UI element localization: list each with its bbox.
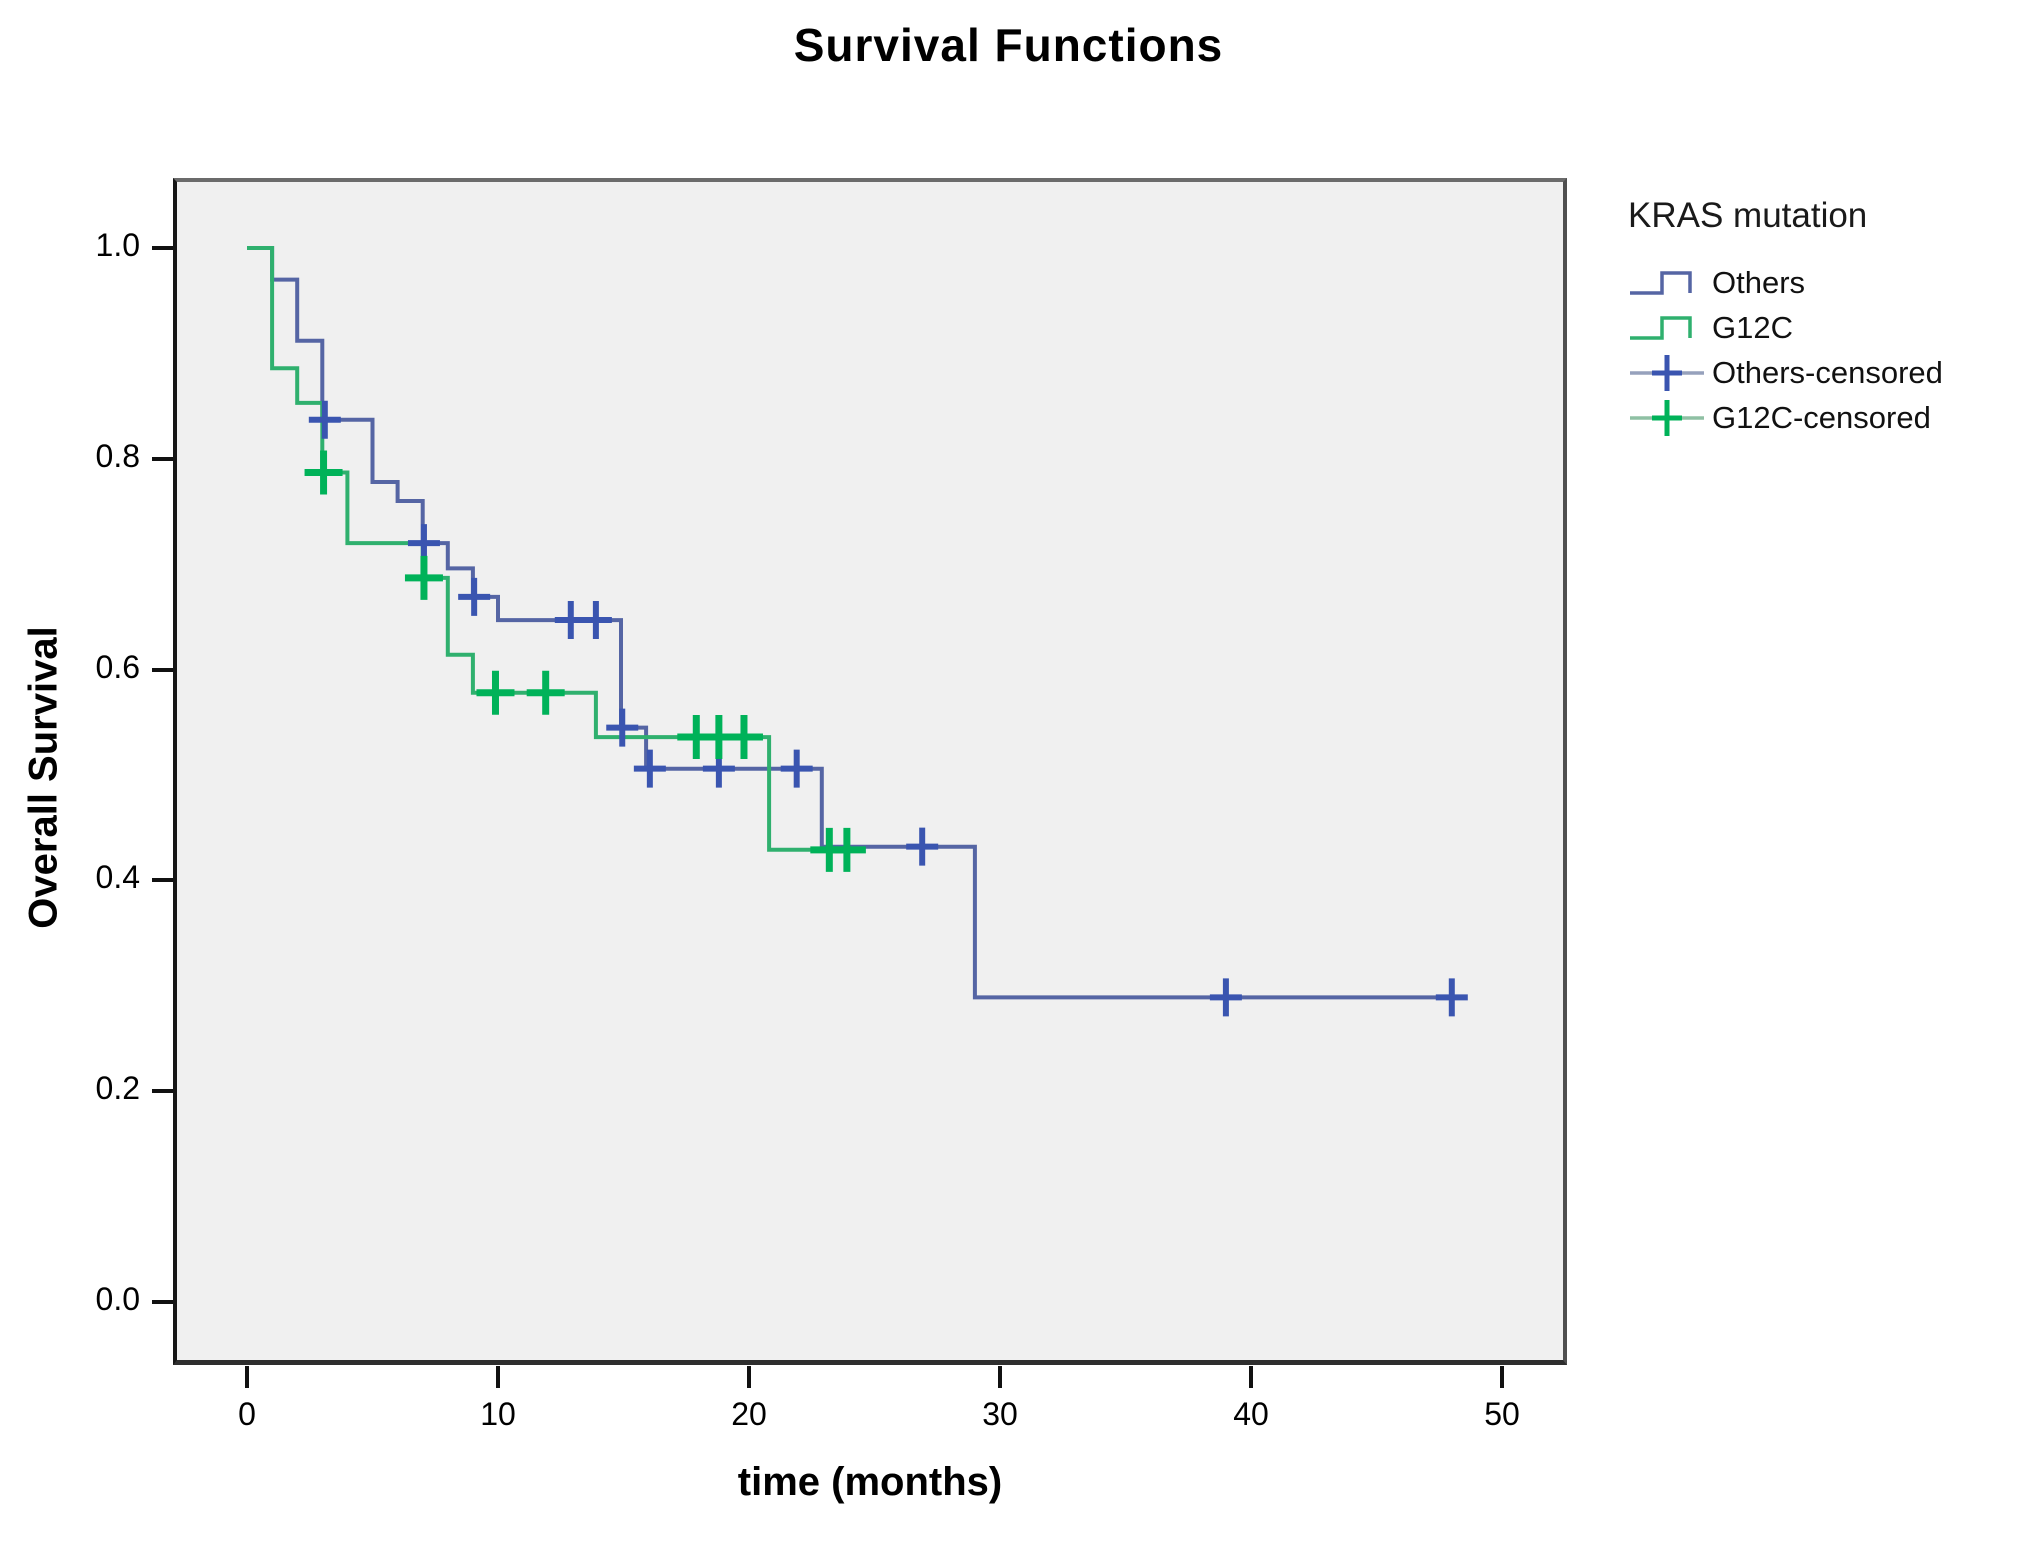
step-line-icon: [1630, 270, 1692, 295]
legend-entry-others: Others: [1628, 260, 2008, 305]
g12c-censor-mark: [526, 670, 565, 715]
others-censor-mark: [780, 749, 813, 788]
y-tick-mark: [152, 246, 173, 250]
others-survival-curve: [247, 246, 1457, 1000]
y-tick-mark: [152, 456, 173, 461]
x-tick-mark: [245, 1366, 249, 1388]
y-tick-label: 1.0: [95, 227, 140, 263]
y-tick-mark: [152, 878, 173, 883]
g12c-censor-mark: [304, 450, 343, 495]
others-censor-mark: [308, 400, 341, 439]
legend-title: KRAS mutation: [1628, 196, 1868, 235]
legend-entry-label: G12C: [1712, 309, 1793, 345]
legend-entry-label: Others-censored: [1712, 354, 1943, 390]
g12c-survival-curve: [247, 246, 857, 852]
x-tick-mark: [496, 1366, 500, 1388]
legend-entry-g12c-censored: G12C-censored: [1628, 395, 2008, 440]
y-tick-mark: [152, 667, 173, 672]
y-tick-label: 0.6: [95, 648, 140, 685]
others-censor-mark: [1435, 978, 1468, 1017]
others-censor-mark: [906, 827, 939, 866]
x-tick-label: 10: [480, 1396, 516, 1432]
others-censor-mark: [1209, 978, 1242, 1017]
g12c-censor-mark: [827, 827, 866, 872]
x-tick-label: 20: [731, 1396, 767, 1432]
y-tick-mark: [152, 1089, 173, 1094]
others-censor-mark: [579, 601, 612, 640]
others-censor-mark: [633, 749, 666, 788]
legend-entries: Others G12C Others-censored G12C-censored: [1628, 260, 2008, 440]
x-tick-label: 30: [982, 1396, 1018, 1432]
legend-entry-label: G12C-censored: [1712, 399, 1931, 435]
g12c-censor-mark: [404, 555, 443, 600]
x-axis-label: time (months): [737, 1460, 1003, 1504]
others-censor-mark: [407, 524, 440, 563]
y-tick-label: 0.8: [95, 437, 140, 474]
legend-entry-others-censored: Others-censored: [1628, 350, 2008, 395]
x-tick-label: 50: [1484, 1396, 1520, 1432]
g12c-censor-mark: [476, 670, 515, 715]
x-tick-label: 0: [238, 1396, 256, 1432]
censor-plus-icon: [1630, 354, 1704, 391]
chart-title: Survival Functions: [793, 19, 1224, 71]
y-tick-label: 0.2: [95, 1070, 140, 1107]
legend: KRAS mutation Others G12C Others-censored G…: [1628, 196, 2008, 440]
y-tick-mark: [152, 1300, 173, 1304]
legend-entry-label: Others: [1712, 264, 1806, 300]
step-line-icon: [1630, 315, 1692, 340]
x-tick-mark: [747, 1366, 751, 1388]
survival-curves-svg: [247, 246, 1468, 1017]
y-axis-label: Overall Survival: [21, 626, 66, 929]
plot-area: [173, 178, 1567, 1365]
g12c-censor-mark: [724, 715, 763, 760]
legend-entry-g12c: G12C: [1628, 305, 2008, 350]
y-tick-label: 0.4: [95, 859, 140, 896]
others-censor-mark: [458, 577, 491, 616]
censor-plus-icon: [1630, 399, 1704, 436]
others-censor-mark: [606, 708, 639, 747]
x-tick-label: 40: [1233, 1396, 1269, 1432]
y-tick-label: 0.0: [95, 1281, 140, 1317]
x-tick-mark: [1249, 1366, 1253, 1388]
x-tick-mark: [1500, 1366, 1504, 1388]
x-tick-mark: [998, 1366, 1002, 1388]
